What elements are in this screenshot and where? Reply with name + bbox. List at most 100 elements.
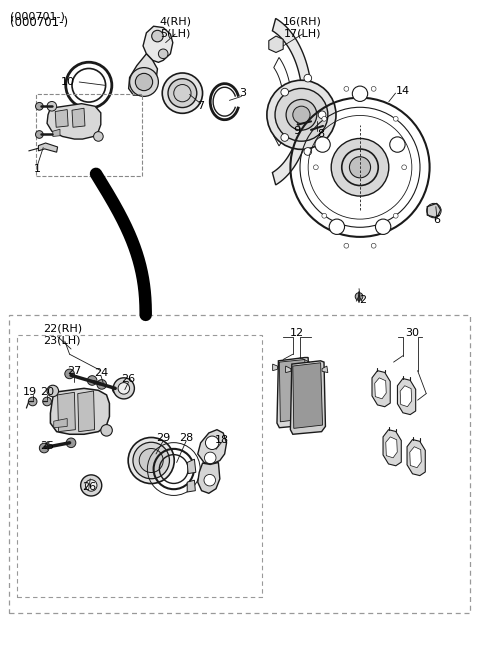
- Polygon shape: [143, 26, 173, 62]
- Text: 28: 28: [179, 433, 193, 443]
- Circle shape: [293, 106, 310, 123]
- Polygon shape: [269, 36, 283, 52]
- Text: 30: 30: [405, 328, 419, 338]
- Polygon shape: [38, 143, 58, 152]
- Polygon shape: [290, 361, 325, 434]
- Polygon shape: [72, 108, 85, 127]
- Text: 10: 10: [60, 77, 74, 87]
- Text: 29: 29: [156, 433, 170, 443]
- Text: 7: 7: [197, 101, 204, 112]
- Text: 18: 18: [215, 434, 229, 445]
- Circle shape: [318, 111, 326, 119]
- Polygon shape: [187, 459, 196, 474]
- Text: 19: 19: [23, 387, 37, 398]
- Circle shape: [331, 138, 389, 196]
- Polygon shape: [47, 104, 101, 139]
- Text: 2: 2: [359, 295, 366, 306]
- Bar: [17, 335, 262, 597]
- Polygon shape: [53, 129, 60, 136]
- Polygon shape: [307, 364, 313, 371]
- Text: (000701-): (000701-): [10, 16, 68, 30]
- Text: 27: 27: [67, 365, 82, 376]
- Polygon shape: [274, 58, 291, 146]
- Text: 4(RH)
5(LH): 4(RH) 5(LH): [159, 17, 191, 38]
- Text: 22(RH)
23(LH): 22(RH) 23(LH): [43, 324, 83, 345]
- Circle shape: [286, 100, 317, 130]
- Circle shape: [28, 397, 37, 406]
- Circle shape: [349, 157, 371, 178]
- Circle shape: [281, 134, 288, 141]
- Text: 25: 25: [40, 441, 54, 451]
- Polygon shape: [279, 359, 306, 422]
- Polygon shape: [322, 366, 328, 373]
- Text: 26: 26: [121, 374, 136, 384]
- Circle shape: [135, 73, 153, 91]
- Text: 9: 9: [293, 126, 300, 136]
- Circle shape: [390, 137, 405, 152]
- Circle shape: [47, 385, 59, 397]
- Circle shape: [304, 74, 312, 82]
- Circle shape: [168, 79, 197, 108]
- Polygon shape: [286, 366, 291, 373]
- Circle shape: [304, 148, 312, 155]
- Circle shape: [375, 219, 391, 234]
- Text: 6: 6: [433, 215, 440, 225]
- Circle shape: [322, 213, 327, 218]
- Circle shape: [322, 116, 327, 121]
- Polygon shape: [50, 388, 109, 434]
- Polygon shape: [375, 378, 386, 399]
- Circle shape: [204, 474, 216, 486]
- Circle shape: [352, 86, 368, 102]
- Text: 26: 26: [82, 482, 96, 492]
- Circle shape: [97, 380, 107, 389]
- Circle shape: [118, 382, 130, 394]
- Polygon shape: [400, 386, 412, 407]
- Circle shape: [85, 480, 97, 491]
- Polygon shape: [407, 440, 425, 476]
- Circle shape: [344, 87, 349, 91]
- Polygon shape: [54, 419, 67, 428]
- Circle shape: [393, 213, 398, 218]
- Circle shape: [43, 397, 51, 406]
- Text: 12: 12: [289, 328, 304, 338]
- Circle shape: [128, 438, 174, 483]
- Polygon shape: [273, 364, 277, 371]
- Circle shape: [344, 243, 349, 248]
- Text: 1: 1: [34, 164, 41, 174]
- Circle shape: [65, 369, 74, 379]
- Circle shape: [101, 424, 112, 436]
- Polygon shape: [272, 18, 312, 185]
- Circle shape: [307, 127, 315, 135]
- Text: (000701-): (000701-): [10, 11, 64, 22]
- Circle shape: [315, 137, 330, 152]
- Text: 20: 20: [40, 387, 54, 398]
- Text: 24: 24: [94, 367, 108, 378]
- Circle shape: [36, 102, 43, 110]
- Polygon shape: [410, 447, 421, 468]
- Polygon shape: [187, 480, 195, 492]
- Polygon shape: [198, 430, 227, 464]
- Circle shape: [329, 219, 345, 234]
- Polygon shape: [386, 437, 397, 458]
- Circle shape: [152, 30, 163, 42]
- Circle shape: [275, 89, 328, 141]
- Polygon shape: [372, 371, 390, 407]
- Polygon shape: [293, 363, 323, 428]
- Text: 3: 3: [239, 88, 246, 98]
- Circle shape: [290, 121, 300, 131]
- Circle shape: [39, 443, 49, 453]
- Text: 8: 8: [317, 129, 324, 139]
- Circle shape: [402, 165, 407, 170]
- Polygon shape: [427, 203, 441, 218]
- Circle shape: [139, 449, 163, 472]
- Circle shape: [130, 68, 158, 96]
- Circle shape: [371, 87, 376, 91]
- Circle shape: [313, 165, 318, 170]
- Circle shape: [393, 116, 398, 121]
- Circle shape: [158, 49, 168, 58]
- Text: 14: 14: [396, 85, 410, 96]
- Circle shape: [204, 452, 216, 464]
- Bar: [9, 315, 470, 613]
- Circle shape: [371, 243, 376, 248]
- Polygon shape: [58, 392, 75, 432]
